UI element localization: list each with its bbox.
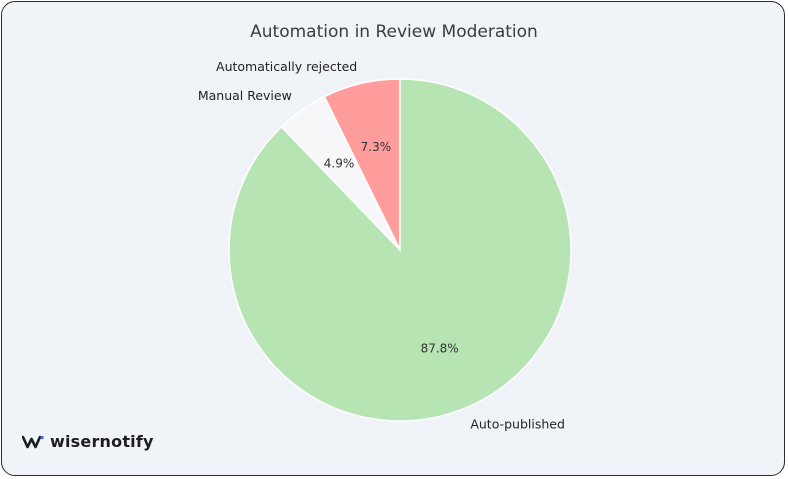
slice-value-label: 87.8% (421, 341, 459, 355)
slice-value-label: 4.9% (324, 156, 355, 170)
brand-name: wisernotify (50, 432, 154, 451)
wisernotify-logo-icon (22, 435, 44, 448)
slice-category-label: Auto-published (470, 416, 565, 431)
chart-title: Automation in Review Moderation (250, 22, 538, 42)
pie-slice-auto-published (228, 78, 572, 422)
slice-category-label: Manual Review (198, 88, 292, 103)
slice-category-label: Automatically rejected (216, 59, 357, 74)
brand-logo: wisernotify (22, 432, 154, 451)
slice-value-label: 7.3% (361, 140, 392, 154)
